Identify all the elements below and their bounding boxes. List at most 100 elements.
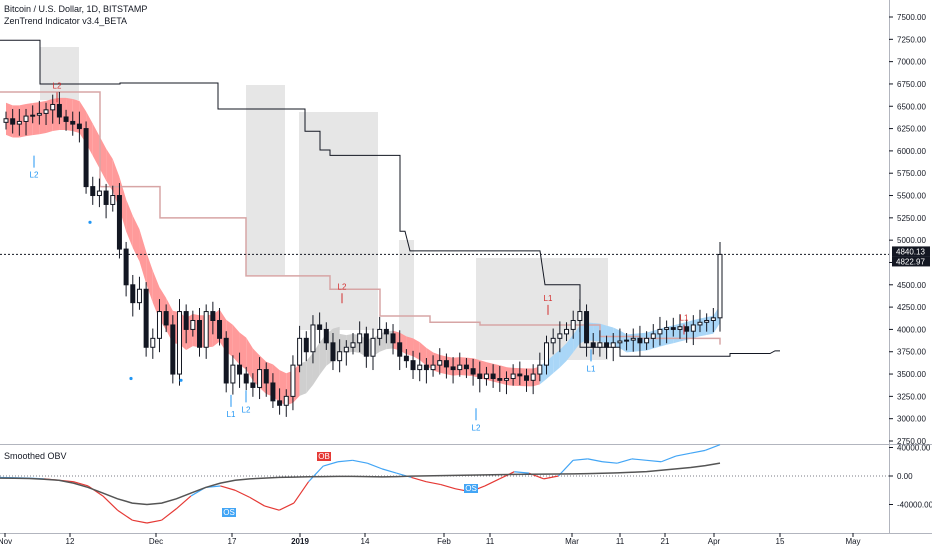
candle-body bbox=[244, 374, 248, 383]
candle-body bbox=[611, 343, 615, 347]
obv-tick-label: -40000.00 bbox=[897, 501, 932, 510]
obv-tag: OS bbox=[222, 508, 236, 517]
signal-label-text: L2 bbox=[53, 81, 62, 90]
trend-ribbon-segment bbox=[406, 336, 413, 356]
candle-body bbox=[451, 367, 455, 370]
shade-zone-2 bbox=[299, 112, 378, 330]
candle-body bbox=[371, 338, 375, 356]
candle-body bbox=[358, 334, 362, 343]
candle-body bbox=[504, 379, 508, 381]
candle-body bbox=[384, 329, 388, 333]
candle-body bbox=[44, 110, 48, 114]
date-tick-label: 11 bbox=[486, 537, 495, 546]
candle-body bbox=[251, 383, 255, 387]
price-tick-label: 5750.00 bbox=[897, 169, 926, 178]
candle bbox=[177, 299, 181, 386]
date-tick-label: 21 bbox=[661, 537, 670, 546]
candle-body bbox=[625, 340, 629, 341]
date-tick-label: Nov bbox=[0, 537, 12, 546]
candle-body bbox=[705, 320, 709, 322]
price-tick-label: 5500.00 bbox=[897, 192, 926, 201]
candle-body bbox=[631, 338, 635, 340]
candle-body bbox=[271, 383, 275, 401]
trend-ribbon-segment bbox=[600, 324, 607, 344]
candle-body bbox=[204, 312, 208, 348]
candle-body bbox=[578, 312, 582, 321]
candle-body bbox=[511, 374, 515, 378]
candle-body bbox=[484, 374, 488, 378]
candle-body bbox=[558, 334, 562, 338]
signal-label-text: L1 bbox=[680, 313, 689, 322]
candle bbox=[171, 315, 175, 383]
candle-body bbox=[444, 361, 448, 367]
obv-tick-label: 0.00 bbox=[897, 472, 913, 481]
price-tag-label: 4822.97 bbox=[896, 257, 925, 266]
candle-body bbox=[418, 365, 422, 369]
price-tag: 4822.97 bbox=[892, 256, 930, 266]
price-tick-label: 3250.00 bbox=[897, 392, 926, 401]
trend-ribbon-segment bbox=[66, 98, 73, 131]
candle-body bbox=[97, 191, 101, 195]
candle-body bbox=[438, 361, 442, 365]
candle-body bbox=[598, 343, 602, 347]
price-tag-label: 4840.13 bbox=[896, 247, 925, 256]
candle-body bbox=[31, 115, 35, 116]
candle-body bbox=[638, 338, 642, 342]
date-tick-label: May bbox=[845, 537, 860, 546]
candle-body bbox=[37, 113, 41, 115]
oscillator-title: Smoothed OBV bbox=[4, 451, 67, 461]
signal-label-text: L2 bbox=[242, 405, 251, 414]
price-tick-label: 7000.00 bbox=[897, 58, 926, 67]
candle-body bbox=[424, 365, 428, 369]
obv-tag: OB bbox=[317, 452, 331, 461]
candle-body bbox=[324, 329, 328, 342]
signal-label-text: L2 bbox=[30, 171, 39, 180]
candle-body bbox=[164, 312, 168, 325]
candle-body bbox=[224, 338, 228, 383]
candle-body bbox=[458, 365, 462, 369]
candle-body bbox=[524, 376, 528, 380]
candle-body bbox=[331, 343, 335, 361]
obv-tag: OS bbox=[464, 484, 478, 493]
candle-body bbox=[278, 401, 282, 405]
candle-body bbox=[91, 187, 95, 196]
trend-ribbon-segment bbox=[300, 361, 307, 396]
candle-body bbox=[571, 320, 575, 329]
candle-body bbox=[231, 365, 235, 383]
candle-body bbox=[11, 119, 15, 124]
candle-body bbox=[478, 374, 482, 378]
signal-label-text: L1 bbox=[587, 364, 596, 373]
price-tick-label: 3000.00 bbox=[897, 415, 926, 424]
candle-body bbox=[585, 312, 589, 343]
price-tick-label: 5000.00 bbox=[897, 236, 926, 245]
date-tick-label: 15 bbox=[776, 537, 785, 546]
price-tick-label: 6000.00 bbox=[897, 147, 926, 156]
trend-ribbon-segment bbox=[500, 365, 507, 385]
candle-body bbox=[685, 327, 689, 331]
price-tick-label: 6500.00 bbox=[897, 102, 926, 111]
candle-body bbox=[184, 312, 188, 330]
indicator-title: ZenTrend Indicator v3.4_BETA bbox=[4, 16, 127, 26]
candle-body bbox=[698, 322, 702, 325]
candle-body bbox=[64, 117, 68, 121]
candle-body bbox=[531, 374, 535, 380]
candle-body bbox=[311, 325, 315, 352]
candle-body bbox=[111, 196, 115, 205]
candle-body bbox=[157, 312, 161, 339]
price-tick-label: 3750.00 bbox=[897, 348, 926, 357]
candle-body bbox=[464, 365, 468, 369]
candle bbox=[144, 282, 148, 357]
obv-tick-label: 40000.00 bbox=[897, 444, 931, 453]
signal-label-text: L1 bbox=[227, 410, 236, 419]
candle-body bbox=[404, 356, 408, 360]
candle-body bbox=[177, 312, 181, 374]
price-tick-label: 6250.00 bbox=[897, 125, 926, 134]
date-tick-label: 2019 bbox=[291, 537, 309, 546]
date-tick-label: 14 bbox=[361, 537, 370, 546]
candle-body bbox=[391, 334, 395, 343]
candle-body bbox=[117, 196, 121, 250]
candle-body bbox=[198, 320, 202, 347]
